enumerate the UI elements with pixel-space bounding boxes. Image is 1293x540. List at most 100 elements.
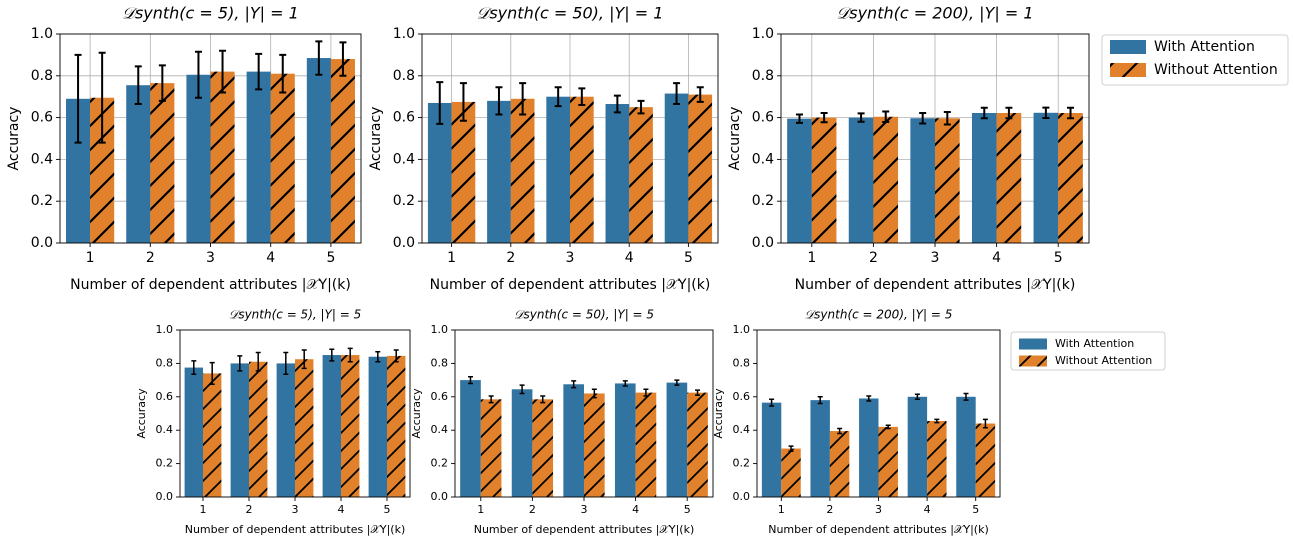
- x-tick-label: 1: [447, 250, 456, 266]
- y-tick-label: 0.4: [156, 423, 174, 436]
- error-bar: [695, 389, 701, 396]
- bar: [859, 398, 879, 497]
- legend-label: Without Attention: [1055, 354, 1152, 367]
- bar: [605, 104, 630, 243]
- error-bar: [982, 418, 988, 429]
- error-bar: [866, 395, 872, 402]
- y-tick-label: 0.6: [156, 390, 174, 403]
- bar: [664, 93, 689, 243]
- y-tick-label: 0.0: [733, 490, 751, 503]
- error-bar: [980, 106, 988, 120]
- error-bar: [674, 379, 680, 386]
- y-tick-label: 0.6: [431, 390, 449, 403]
- x-axis-label: Number of dependent attributes |𝒳Y|(k): [768, 523, 989, 536]
- x-axis-label: Number of dependent attributes |𝒳Y|(k): [185, 523, 406, 536]
- chart-title: 𝒟synth(c = 5), |Y| = 5: [229, 308, 362, 322]
- error-bar: [817, 396, 823, 405]
- error-bar: [158, 64, 166, 102]
- bar: [971, 113, 997, 243]
- error-bar: [459, 82, 467, 122]
- x-tick-label: 3: [875, 503, 882, 516]
- error-bar: [339, 41, 347, 77]
- error-bar: [820, 112, 828, 124]
- error-bar: [347, 347, 353, 363]
- bar: [546, 96, 570, 243]
- legend-swatch: [1019, 338, 1047, 350]
- error-bar: [98, 51, 106, 144]
- x-tick-label: 3: [581, 503, 588, 516]
- x-tick-label: 2: [246, 503, 253, 516]
- y-tick-label: 0.2: [156, 457, 174, 470]
- error-bar: [696, 86, 704, 103]
- bar: [996, 113, 1022, 243]
- y-axis-label: Accuracy: [727, 107, 743, 171]
- y-tick-label: 0.8: [733, 356, 751, 369]
- y-tick-label: 0.8: [752, 68, 774, 84]
- error-bar: [919, 112, 927, 125]
- bar: [460, 380, 481, 497]
- error-bar: [467, 376, 473, 385]
- bar: [1058, 113, 1083, 243]
- bar: [270, 73, 295, 244]
- y-tick-label: 0.6: [752, 110, 774, 126]
- chart-title: 𝒟synth(c = 50), |Y| = 1: [477, 4, 664, 23]
- x-tick-label: 3: [292, 503, 299, 516]
- bar: [330, 59, 355, 243]
- x-tick-label: 3: [931, 250, 940, 266]
- error-bar: [837, 427, 843, 435]
- x-tick-label: 5: [684, 250, 693, 266]
- bar: [635, 392, 657, 497]
- y-axis-label: Accuracy: [410, 388, 423, 439]
- y-tick-label: 0.0: [752, 235, 774, 251]
- y-tick-label: 0.8: [156, 356, 174, 369]
- bar: [907, 396, 928, 497]
- x-tick-label: 2: [826, 503, 833, 516]
- x-tick-label: 4: [338, 503, 345, 516]
- legend-label: With Attention: [1154, 39, 1255, 55]
- y-tick-label: 0.4: [31, 151, 53, 167]
- x-tick-label: 5: [384, 503, 391, 516]
- x-tick-label: 2: [506, 250, 515, 266]
- error-bar: [1067, 106, 1075, 120]
- bar: [956, 396, 976, 497]
- chart-title: 𝒟synth(c = 50), |Y| = 5: [514, 308, 654, 322]
- y-tick-label: 1.0: [733, 323, 751, 336]
- bar: [614, 383, 636, 497]
- error-bar: [519, 384, 525, 395]
- bar: [878, 426, 898, 497]
- y-tick-label: 1.0: [31, 26, 53, 42]
- y-tick-label: 0.2: [752, 193, 774, 209]
- error-bar: [673, 82, 681, 106]
- error-bar: [194, 50, 202, 99]
- error-bar: [255, 52, 263, 91]
- bar: [829, 431, 850, 497]
- y-tick-label: 0.0: [393, 235, 415, 251]
- error-bar: [74, 53, 82, 144]
- bar: [203, 373, 222, 497]
- error-bar: [943, 110, 951, 126]
- error-bar: [393, 349, 399, 363]
- x-tick-label: 3: [566, 250, 575, 266]
- error-bar: [571, 380, 577, 389]
- x-tick-label: 2: [869, 250, 878, 266]
- y-tick-label: 0.4: [393, 151, 415, 167]
- y-axis-label: Accuracy: [135, 388, 148, 439]
- error-bar: [591, 388, 597, 399]
- y-tick-label: 0.2: [733, 457, 751, 470]
- error-bar: [191, 360, 197, 376]
- error-bar: [643, 388, 649, 397]
- x-tick-label: 4: [924, 503, 931, 516]
- y-tick-label: 1.0: [752, 26, 774, 42]
- chart-title: 𝒟synth(c = 200), |Y| = 1: [836, 4, 1033, 23]
- error-bar: [788, 445, 794, 452]
- bar: [787, 118, 812, 243]
- y-tick-label: 0.2: [393, 193, 415, 209]
- error-bar: [613, 94, 621, 114]
- bar: [249, 361, 268, 497]
- error-bar: [578, 87, 586, 107]
- x-tick-label: 5: [684, 503, 691, 516]
- y-tick-label: 0.6: [733, 390, 751, 403]
- x-tick-label: 1: [200, 503, 207, 516]
- x-tick-label: 1: [807, 250, 816, 266]
